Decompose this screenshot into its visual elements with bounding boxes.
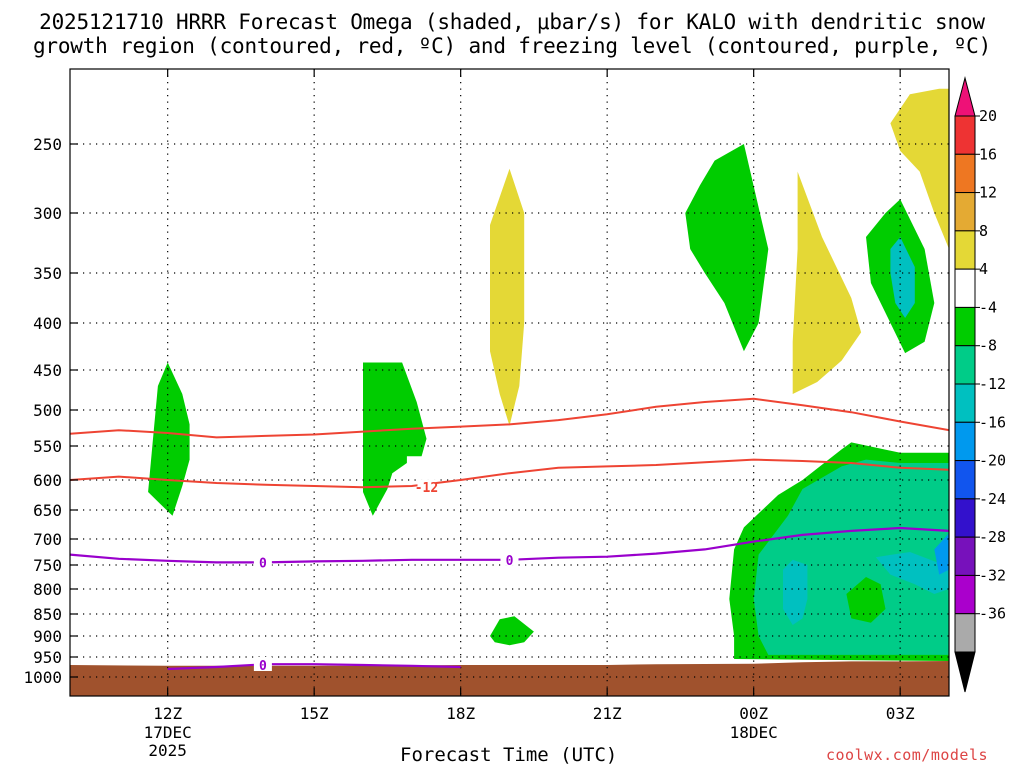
colorbar-swatch — [954, 192, 976, 232]
chart-title-line-2: growth region (contoured, red, ºC) and f… — [32, 34, 992, 58]
ground-surface — [70, 661, 949, 696]
dgz-label-bg — [417, 479, 436, 494]
y-axis-ticks: 250 300 350 400 450 500 550 600 650 700 750 800 850 9… — [23, 135, 78, 687]
colorbar-swatch — [954, 115, 976, 155]
x-axis-label: Forecast Time (UTC) — [400, 744, 618, 766]
x-date-label: 18DEC — [730, 723, 778, 742]
freezing-label: 0 — [506, 554, 514, 569]
omega-region-lightblue — [934, 533, 949, 575]
colorbar-top-arrow — [954, 76, 976, 117]
omega-region-cyan — [875, 552, 949, 594]
colorbar-swatch — [954, 421, 976, 462]
colorbar-swatch — [954, 460, 976, 500]
x-tick-label: 03Z — [886, 704, 915, 723]
y-tick-label: 750 — [33, 556, 62, 575]
y-tick-label: 600 — [33, 471, 62, 490]
colorbar-swatch — [954, 574, 976, 615]
colorbar-swatch — [954, 230, 976, 270]
omega-region-green — [846, 577, 886, 623]
x-tick-label: 12Z — [153, 704, 182, 723]
colorbar-swatch — [954, 306, 976, 347]
omega-region-yellow — [792, 171, 862, 394]
plot-frame — [69, 68, 950, 697]
y-tick-label: 900 — [33, 627, 62, 646]
dgz-contour — [70, 397, 949, 439]
contour-labels: -12 0 0 0 — [253, 479, 519, 674]
freezing-label-bg — [253, 657, 272, 671]
y-tick-label: 800 — [33, 580, 62, 599]
colorbar-label: 20 — [979, 107, 997, 125]
omega-region-yellow — [890, 88, 949, 249]
y-tick-label: 850 — [33, 605, 62, 624]
x-year-label: 2025 — [148, 741, 187, 760]
colorbar-label: 4 — [979, 260, 988, 278]
colorbar-label: 16 — [979, 145, 997, 163]
omega-region-yellow — [490, 168, 525, 426]
x-date-label: 17DEC — [144, 723, 192, 742]
colorbar-swatch — [954, 383, 976, 423]
colorbar-label: -32 — [979, 566, 1006, 584]
colorbar-label: -12 — [979, 375, 1006, 393]
x-tick-label: 18Z — [446, 704, 475, 723]
chart-title-line-1: 2025121710 HRRR Forecast Omega (shaded, … — [39, 10, 985, 34]
x-tick-label: 15Z — [300, 704, 329, 723]
y-tick-label: 650 — [33, 501, 62, 520]
colorbar-label: -16 — [979, 413, 1006, 431]
colorbar-swatch — [954, 536, 976, 576]
omega-region-green — [490, 616, 534, 646]
y-tick-label: 300 — [33, 204, 62, 223]
freezing-label: 0 — [259, 659, 267, 674]
colorbar-label: 12 — [979, 184, 997, 202]
omega-region-green — [148, 362, 190, 516]
colorbar-swatch — [954, 498, 976, 538]
y-tick-label: 500 — [33, 401, 62, 420]
y-tick-label: 400 — [33, 314, 62, 333]
ground-layer — [70, 661, 949, 696]
x-tick-label: 21Z — [593, 704, 622, 723]
y-tick-label: 350 — [33, 264, 62, 283]
colorbar: 20 16 12 8 4 -4 -8 -12 -16 -20 -24 -28 -32 -36 — [954, 76, 1006, 693]
pressure-gridlines — [70, 69, 949, 696]
colorbar-label: -28 — [979, 528, 1006, 546]
colorbar-label: -24 — [979, 490, 1006, 508]
omega-region-cyan — [890, 237, 915, 318]
colorbar-label: 8 — [979, 222, 988, 240]
omega-shaded-regions — [148, 88, 949, 661]
dgz-contour — [70, 458, 949, 489]
freezing-label-bg — [500, 551, 519, 566]
freezing-label: 0 — [259, 556, 267, 571]
y-tick-label: 950 — [33, 648, 62, 667]
colorbar-label: -20 — [979, 452, 1006, 470]
source-credit: coolwx.com/models — [826, 746, 989, 764]
colorbar-swatch — [954, 153, 976, 194]
dgz-label: -12 — [415, 481, 438, 496]
colorbar-swatch — [954, 345, 976, 385]
contour-lines — [70, 397, 949, 671]
colorbar-swatch — [954, 613, 976, 653]
x-tick-label: 00Z — [739, 704, 768, 723]
colorbar-label: -4 — [979, 298, 997, 316]
y-tick-label: 1000 — [23, 668, 62, 687]
freezing-label-bg — [253, 554, 272, 569]
freezing-contour — [167, 663, 461, 671]
colorbar-label: -36 — [979, 605, 1006, 623]
omega-region-green — [363, 362, 427, 516]
y-tick-label: 700 — [33, 530, 62, 549]
y-tick-label: 250 — [33, 135, 62, 154]
omega-region-green — [685, 144, 769, 352]
y-tick-label: 450 — [33, 361, 62, 380]
omega-region-cyan — [783, 559, 808, 625]
colorbar-swatch — [954, 268, 976, 308]
colorbar-bottom-arrow — [954, 651, 976, 693]
colorbar-label: -8 — [979, 337, 997, 355]
y-tick-label: 550 — [33, 437, 62, 456]
